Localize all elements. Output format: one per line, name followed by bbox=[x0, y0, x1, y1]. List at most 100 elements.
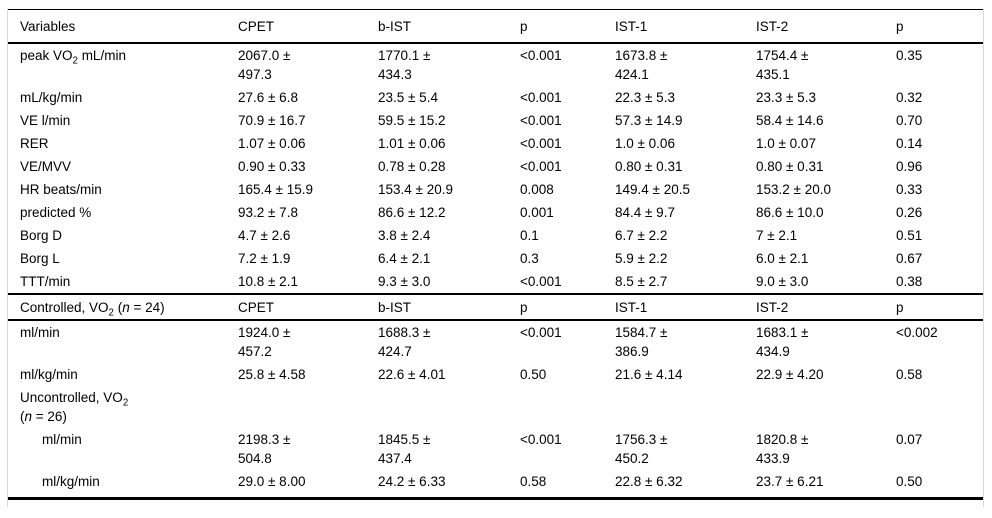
header-cell: p bbox=[520, 293, 615, 321]
value-cell: 4.7 ± 2.6 bbox=[238, 228, 291, 243]
value-cell: 22.9 ± 4.20 bbox=[756, 367, 824, 382]
p-value-cell: <0.001 bbox=[520, 432, 562, 447]
value-cell bbox=[238, 386, 378, 428]
value-cell: 84.4 ± 9.7 bbox=[615, 205, 675, 220]
table-row: Uncontrolled, VO2 (n = 26) bbox=[8, 386, 983, 428]
row-label: ml/kg/min bbox=[20, 367, 78, 382]
value-cell: 6.0 ± 2.1 bbox=[756, 251, 809, 266]
p-value-cell: 0.008 bbox=[520, 182, 554, 197]
header-cell: CPET bbox=[238, 9, 378, 44]
value-cell: 23.7 ± 6.21 bbox=[756, 474, 824, 489]
p-value-cell: 0.50 bbox=[896, 474, 923, 489]
p-value-cell: 0.14 bbox=[896, 136, 923, 151]
p-value-cell: <0.002 bbox=[896, 325, 938, 340]
row-label: Borg L bbox=[20, 251, 60, 266]
p-value-cell: 0.26 bbox=[896, 205, 923, 220]
p-value-cell: <0.001 bbox=[520, 136, 562, 151]
p-value-cell: 0.96 bbox=[896, 159, 923, 174]
value-cell: 22.6 ± 4.01 bbox=[378, 367, 446, 382]
row-label: HR beats/min bbox=[20, 182, 102, 197]
value-cell: 10.8 ± 2.1 bbox=[238, 274, 298, 289]
table-row: VE/MVV 0.90 ± 0.33 0.78 ± 0.28 <0.001 0.80 ±… bbox=[8, 155, 983, 178]
p-value-cell: 0.1 bbox=[520, 228, 539, 243]
row-label: Uncontrolled, VO2 (n = 26) bbox=[20, 390, 129, 424]
value-cell: 22.3 ± 5.3 bbox=[615, 90, 675, 105]
value-cell: 7 ± 2.1 bbox=[756, 228, 798, 243]
value-cell: 153.2 ± 20.0 bbox=[756, 182, 831, 197]
value-cell: 9.3 ± 3.0 bbox=[378, 274, 431, 289]
value-cell: 59.5 ± 15.2 bbox=[378, 113, 446, 128]
row-label: Borg D bbox=[20, 228, 63, 243]
p-value-cell: <0.001 bbox=[520, 113, 562, 128]
header-cell: Variables bbox=[8, 9, 238, 44]
row-label: mL/kg/min bbox=[20, 90, 83, 105]
p-value-cell: 0.35 bbox=[896, 48, 923, 63]
value-cell: 1770.1 ± 434.3 bbox=[378, 48, 431, 82]
value-cell: 153.4 ± 20.9 bbox=[378, 182, 453, 197]
value-cell: 0.80 ± 0.31 bbox=[615, 159, 683, 174]
value-cell: 25.8 ± 4.58 bbox=[238, 367, 306, 382]
p-value-cell: <0.001 bbox=[520, 325, 562, 340]
value-cell: 21.6 ± 4.14 bbox=[615, 367, 683, 382]
value-cell bbox=[378, 386, 520, 428]
table-row: ml/kg/min 29.0 ± 8.00 24.2 ± 6.33 0.58 22.8 … bbox=[8, 470, 983, 499]
value-cell: 24.2 ± 6.33 bbox=[378, 474, 446, 489]
header-cell: b-IST bbox=[378, 9, 520, 44]
p-value-cell: <0.001 bbox=[520, 90, 562, 105]
table-row: TTT/min 10.8 ± 2.1 9.3 ± 3.0 <0.001 8.5 ± 2.… bbox=[8, 270, 983, 294]
header-cell: IST-1 bbox=[615, 293, 756, 321]
value-cell: 5.9 ± 2.2 bbox=[615, 251, 668, 266]
header-cell: IST-2 bbox=[756, 9, 896, 44]
p-value-cell: 0.50 bbox=[520, 367, 547, 382]
value-cell: 1.01 ± 0.06 bbox=[378, 136, 446, 151]
value-cell: 1683.1 ± 434.9 bbox=[756, 325, 809, 359]
p-value-cell: 0.32 bbox=[896, 90, 923, 105]
value-cell: 57.3 ± 14.9 bbox=[615, 113, 683, 128]
value-cell: 1924.0 ± 457.2 bbox=[238, 325, 291, 359]
value-cell: 1688.3 ± 424.7 bbox=[378, 325, 431, 359]
table-row: ml/kg/min 25.8 ± 4.58 22.6 ± 4.01 0.50 21.6 … bbox=[8, 363, 983, 386]
value-cell: 8.5 ± 2.7 bbox=[615, 274, 668, 289]
value-cell: 6.7 ± 2.2 bbox=[615, 228, 668, 243]
p-value-cell: 0.58 bbox=[896, 367, 923, 382]
value-cell: 23.3 ± 5.3 bbox=[756, 90, 816, 105]
header-cell: IST-2 bbox=[756, 293, 896, 321]
value-cell: 29.0 ± 8.00 bbox=[238, 474, 306, 489]
header-cell: p bbox=[520, 9, 615, 44]
row-label: peak VO2 mL/min bbox=[20, 48, 126, 67]
value-cell: 7.2 ± 1.9 bbox=[238, 251, 291, 266]
header-cell: p bbox=[896, 293, 983, 321]
value-cell: 1584.7 ± 386.9 bbox=[615, 325, 668, 359]
p-value-cell: <0.001 bbox=[520, 48, 562, 63]
table-row: ml/min 1924.0 ± 457.2 1688.3 ± 424.7 <0.001… bbox=[8, 320, 983, 363]
p-value-cell: <0.001 bbox=[520, 159, 562, 174]
value-cell: 1820.8 ± 433.9 bbox=[756, 432, 809, 466]
value-cell: 27.6 ± 6.8 bbox=[238, 90, 298, 105]
table-row: Borg D 4.7 ± 2.6 3.8 ± 2.4 0.1 6.7 ± 2.2 7 ± … bbox=[8, 224, 983, 247]
results-table: Variables CPET b-IST p IST-1 IST-2 p peak VO2 m… bbox=[8, 9, 983, 500]
p-value-cell: 0.67 bbox=[896, 251, 923, 266]
value-cell: 2198.3 ± 504.8 bbox=[238, 432, 291, 466]
table-row: mL/kg/min 27.6 ± 6.8 23.5 ± 5.4 <0.001 22.3 … bbox=[8, 86, 983, 109]
p-value-cell bbox=[896, 386, 983, 428]
value-cell: 0.90 ± 0.33 bbox=[238, 159, 306, 174]
value-cell: 58.4 ± 14.6 bbox=[756, 113, 824, 128]
row-label: TTT/min bbox=[20, 274, 71, 289]
value-cell: 70.9 ± 16.7 bbox=[238, 113, 306, 128]
p-value-cell: 0.07 bbox=[896, 432, 923, 447]
value-cell: 22.8 ± 6.32 bbox=[615, 474, 683, 489]
value-cell: 86.6 ± 10.0 bbox=[756, 205, 824, 220]
value-cell: 1.0 ± 0.06 bbox=[615, 136, 675, 151]
table-row: VE l/min 70.9 ± 16.7 59.5 ± 15.2 <0.001 57.3… bbox=[8, 109, 983, 132]
value-cell: 93.2 ± 7.8 bbox=[238, 205, 298, 220]
value-cell: 1754.4 ± 435.1 bbox=[756, 48, 809, 82]
value-cell: 0.78 ± 0.28 bbox=[378, 159, 446, 174]
row-label: ml/min bbox=[42, 432, 82, 447]
value-cell: 149.4 ± 20.5 bbox=[615, 182, 690, 197]
p-value-cell: 0.51 bbox=[896, 228, 923, 243]
table-row: ml/min 2198.3 ± 504.8 1845.5 ± 437.4 <0.001… bbox=[8, 428, 983, 470]
value-cell: 86.6 ± 12.2 bbox=[378, 205, 446, 220]
row-label: VE l/min bbox=[20, 113, 71, 128]
p-value-cell bbox=[520, 386, 615, 428]
